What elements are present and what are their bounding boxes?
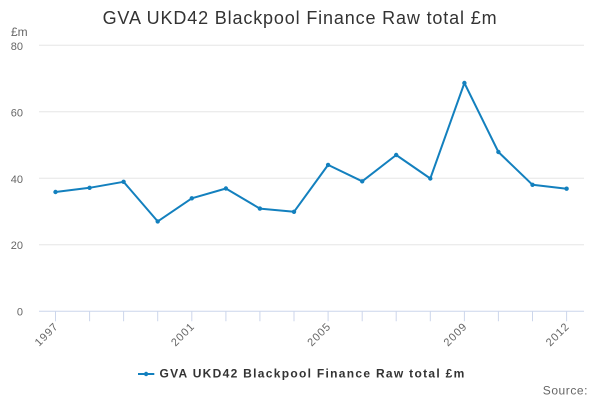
svg-text:£m: £m bbox=[11, 25, 28, 39]
svg-text:Source:: Source: bbox=[543, 384, 588, 398]
svg-text:GVA UKD42 Blackpool Finance Ra: GVA UKD42 Blackpool Finance Raw total £m bbox=[160, 366, 466, 380]
svg-text:80: 80 bbox=[11, 41, 23, 53]
svg-text:GVA UKD42 Blackpool Finance Ra: GVA UKD42 Blackpool Finance Raw total £m bbox=[103, 8, 498, 28]
svg-text:0: 0 bbox=[17, 307, 23, 319]
svg-text:40: 40 bbox=[11, 174, 23, 186]
svg-text:20: 20 bbox=[11, 240, 23, 252]
svg-text:60: 60 bbox=[11, 108, 23, 120]
